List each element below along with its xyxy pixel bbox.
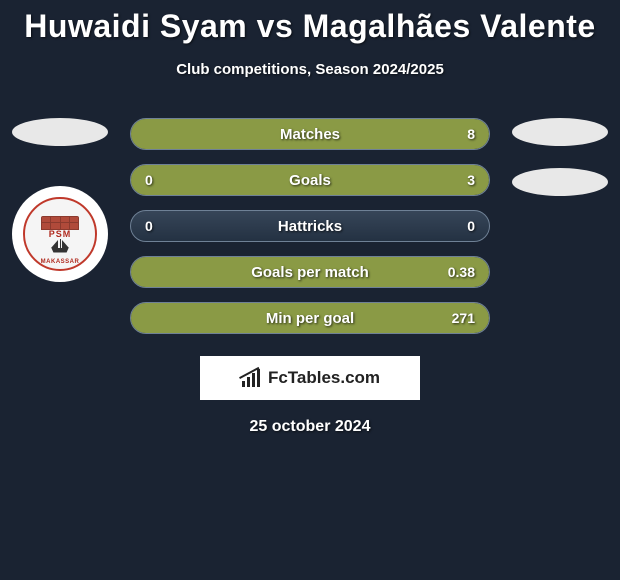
- stat-label: Goals per match: [251, 264, 369, 281]
- right-player-column: [500, 118, 620, 334]
- stat-label: Min per goal: [266, 310, 354, 327]
- stat-right-value: 8: [467, 126, 475, 142]
- player-avatar-left: [12, 118, 108, 146]
- club-badge-right: [512, 168, 608, 196]
- stat-row-matches: Matches 8: [130, 118, 490, 150]
- subtitle: Club competitions, Season 2024/2025: [0, 61, 620, 78]
- stat-label: Hattricks: [278, 218, 342, 235]
- stat-label: Goals: [289, 172, 331, 189]
- stat-right-value: 0.38: [448, 264, 475, 280]
- footer-date: 25 october 2024: [0, 418, 620, 436]
- page-title: Huwaidi Syam vs Magalhães Valente: [0, 8, 620, 45]
- stat-right-value: 3: [467, 172, 475, 188]
- stat-left-value: 0: [145, 218, 153, 234]
- brand-box[interactable]: FcTables.com: [200, 356, 420, 400]
- stat-row-hattricks: 0 Hattricks 0: [130, 210, 490, 242]
- stat-label: Matches: [280, 126, 340, 143]
- main-grid: PSM MAKASSAR Matches 8 0 Goals: [0, 118, 620, 334]
- left-player-column: PSM MAKASSAR: [0, 118, 120, 334]
- club-badge-left: PSM MAKASSAR: [12, 186, 108, 282]
- club-abbr: PSM: [49, 229, 72, 239]
- comparison-card: Huwaidi Syam vs Magalhães Valente Club c…: [0, 0, 620, 436]
- chart-icon: [240, 369, 262, 387]
- club-badge-inner: PSM MAKASSAR: [23, 197, 97, 271]
- brand-text: FcTables.com: [268, 368, 380, 388]
- player-avatar-right: [512, 118, 608, 146]
- brick-icon: [41, 216, 79, 230]
- stat-right-value: 0: [467, 218, 475, 234]
- stat-row-goals: 0 Goals 3: [130, 164, 490, 196]
- stat-row-goals-per-match: Goals per match 0.38: [130, 256, 490, 288]
- boat-icon: [45, 239, 75, 253]
- stats-column: Matches 8 0 Goals 3 0 Hattricks 0: [130, 118, 490, 334]
- stat-right-value: 271: [452, 310, 475, 326]
- stat-left-value: 0: [145, 172, 153, 188]
- club-city: MAKASSAR: [41, 259, 80, 265]
- stat-row-min-per-goal: Min per goal 271: [130, 302, 490, 334]
